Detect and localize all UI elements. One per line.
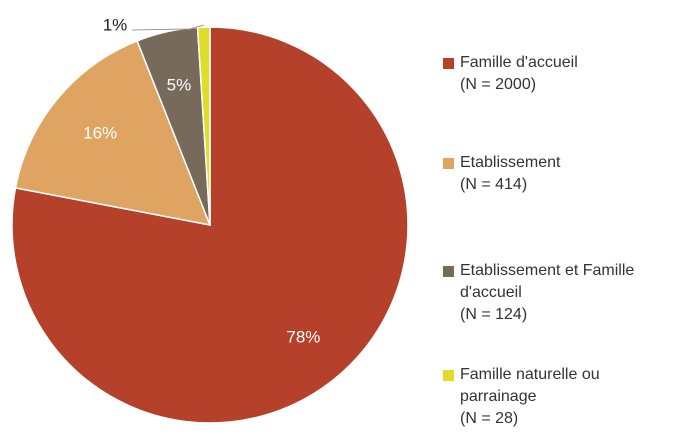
leader-line — [131, 24, 204, 31]
pie-slice — [11, 26, 409, 424]
legend-label: Etablissement (N = 414) — [460, 154, 561, 193]
legend-swatch — [443, 58, 454, 69]
legend-swatch — [443, 158, 454, 169]
data-label: 1% — [103, 15, 128, 34]
legend-item: Etablissement et Famille d'accueil (N = … — [443, 260, 668, 326]
legend-swatch — [443, 370, 454, 381]
pie-slice — [14, 39, 212, 226]
data-label: 16% — [83, 124, 117, 143]
legend-swatch — [443, 266, 454, 277]
data-label: 5% — [167, 75, 192, 94]
data-label: 78% — [286, 327, 320, 346]
legend-label: Etablissement et Famille d'accueil (N = … — [460, 262, 635, 323]
legend-item: Famille naturelle ou parrainage (N = 28) — [443, 364, 668, 430]
legend-item: Etablissement (N = 414) — [443, 152, 668, 196]
pie-slice — [196, 26, 211, 226]
legend-label: Famille d'accueil (N = 2000) — [460, 54, 578, 93]
legend-label: Famille naturelle ou parrainage (N = 28) — [460, 366, 600, 427]
legend-item: Famille d'accueil (N = 2000) — [443, 52, 668, 96]
